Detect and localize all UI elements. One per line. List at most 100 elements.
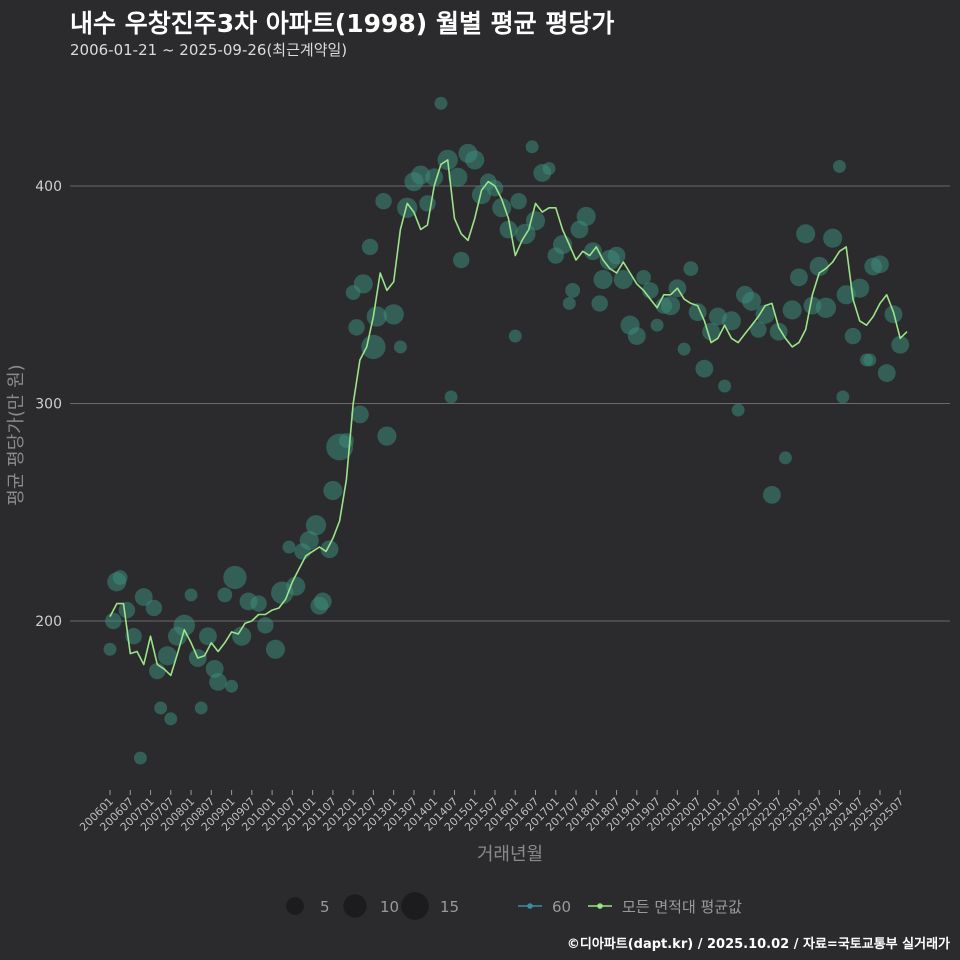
legend-series-label: 60	[552, 898, 571, 916]
scatter-point	[393, 340, 407, 354]
scatter-point	[361, 334, 386, 360]
scatter-point	[871, 255, 889, 274]
scatter-point	[742, 291, 762, 311]
legend-size-marker	[401, 892, 429, 920]
scatter-point	[593, 269, 613, 290]
series-line-average	[109, 159, 908, 677]
scatter-point	[348, 319, 365, 336]
y-axis-ticks: 200 300 400	[35, 179, 62, 630]
scatter-point	[448, 167, 468, 187]
legend-size-label: 5	[320, 898, 330, 916]
scatter-point	[877, 364, 896, 382]
legend-size-marker	[286, 897, 304, 915]
scatter-point	[118, 601, 136, 619]
scatter-point	[525, 211, 546, 231]
scatter-point	[419, 195, 436, 212]
scatter-point	[125, 628, 142, 645]
scatter-point	[796, 224, 816, 244]
chart-subtitle: 2006-01-21 ~ 2025-09-26(최근계약일)	[70, 41, 348, 59]
scatter-point	[323, 480, 343, 501]
x-axis-ticks: 2006012006072007012007072008012008072009…	[77, 790, 906, 834]
x-axis-label: 거래년월	[477, 844, 543, 865]
scatter-point	[353, 274, 373, 294]
y-tick-label: 400	[35, 179, 62, 195]
scatter-point	[763, 485, 781, 504]
scatter-point	[508, 329, 522, 343]
scatter-point	[778, 451, 792, 465]
scatter-point	[209, 672, 227, 691]
scatter-point	[154, 701, 168, 715]
scatter-point	[383, 304, 404, 325]
y-tick-label: 300	[35, 397, 62, 413]
scatter-point	[627, 327, 646, 345]
scatter-point	[683, 261, 699, 277]
scatter-point	[134, 588, 153, 606]
scatter-point	[257, 617, 274, 634]
grid-lines	[70, 185, 950, 622]
scatter-point	[782, 300, 802, 320]
scatter-point	[313, 592, 332, 611]
scatter-point	[434, 96, 448, 110]
scatter-point	[465, 150, 485, 170]
scatter-point	[823, 228, 843, 248]
y-axis-label: 평균 평당가(만 원)	[6, 364, 27, 505]
scatter-point	[565, 283, 581, 298]
scatter-point	[265, 639, 286, 659]
scatter-point	[305, 515, 327, 536]
scatter-point	[217, 587, 233, 603]
scatter-point	[194, 701, 208, 715]
scatter-point	[607, 246, 626, 265]
scatter-point	[199, 627, 217, 646]
scatter-point	[750, 321, 767, 338]
scatter-point	[411, 165, 431, 185]
legend-size-label: 10	[380, 898, 399, 916]
scatter-point	[375, 193, 392, 210]
scatter-point	[145, 599, 163, 617]
scatter-point	[542, 162, 556, 176]
scatter-point	[164, 712, 178, 726]
chart-title: 내수 우창진주3차 아파트(1998) 월별 평균 평당가	[70, 9, 615, 38]
scatter-point	[184, 588, 198, 602]
scatter-point	[613, 269, 633, 290]
scatter-point	[636, 269, 651, 285]
scatter-point	[499, 220, 518, 239]
scatter-point	[650, 318, 664, 332]
scatter-point	[576, 206, 596, 226]
scatter-point	[471, 185, 492, 205]
scatter-point	[718, 379, 732, 393]
scatter-point	[695, 359, 714, 378]
scatter-point	[850, 278, 870, 298]
scatter-point	[677, 342, 691, 356]
legend-size-marker	[343, 894, 367, 918]
legend: 5 10 15 60 모든 면적대 평균값	[286, 892, 742, 920]
scatter-point	[844, 327, 862, 345]
scatter-point	[112, 570, 128, 585]
legend-size-label: 15	[440, 898, 459, 916]
y-tick-label: 200	[35, 614, 62, 630]
scatter-point	[350, 405, 369, 424]
scatter-point	[286, 576, 306, 596]
scatter-point	[157, 646, 177, 666]
series-lines	[109, 159, 908, 677]
scatter-point	[339, 433, 354, 448]
scatter-points	[103, 96, 910, 765]
scatter-point	[863, 353, 877, 367]
scatter-point	[591, 295, 608, 312]
scatter-point	[525, 140, 539, 154]
scatter-point	[223, 565, 247, 590]
scatter-point	[721, 311, 741, 331]
scatter-point	[836, 390, 850, 404]
scatter-point	[105, 612, 122, 630]
scatter-point	[891, 335, 910, 354]
scatter-point	[790, 268, 808, 287]
scatter-point	[250, 595, 267, 612]
scatter-point	[225, 679, 239, 693]
scatter-point	[809, 256, 829, 277]
scatter-point	[397, 197, 418, 218]
scatter-point	[562, 297, 576, 310]
scatter-point	[453, 251, 470, 269]
scatter-point	[320, 540, 339, 559]
scatter-point	[769, 322, 788, 341]
scatter-point	[133, 751, 147, 765]
